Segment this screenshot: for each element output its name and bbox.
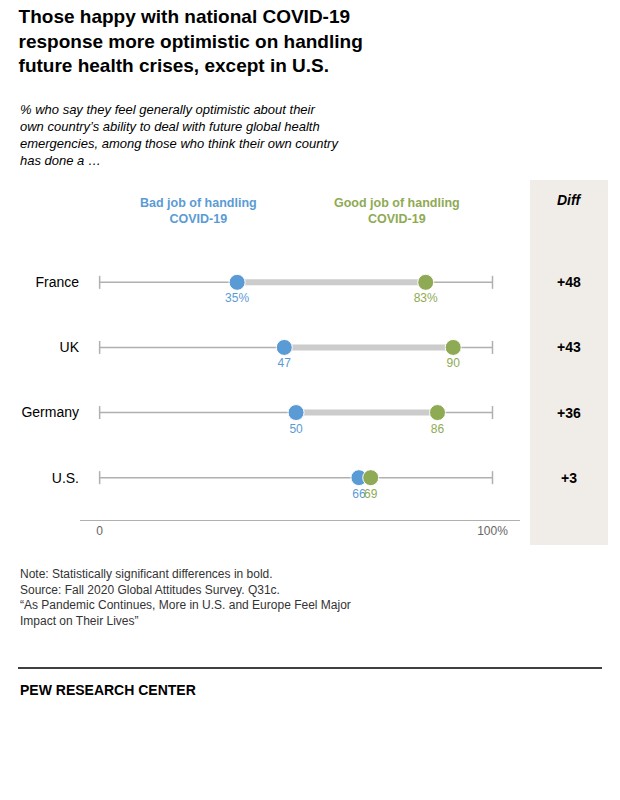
svg-text:% who say they feel generally: % who say they feel generally optimistic… (20, 102, 339, 168)
svg-text:Germany: Germany (21, 404, 79, 420)
svg-text:83%: 83% (414, 291, 438, 305)
svg-text:Bad job of handlingCOVID-19: Bad job of handlingCOVID-19 (140, 196, 257, 226)
svg-text:+48: +48 (557, 274, 581, 290)
svg-text:PEW RESEARCH CENTER: PEW RESEARCH CENTER (20, 682, 196, 698)
svg-text:+43: +43 (557, 339, 581, 355)
svg-text:Good job of handlingCOVID-19: Good job of handlingCOVID-19 (334, 196, 460, 226)
svg-text:France: France (35, 274, 79, 290)
svg-text:90: 90 (447, 356, 461, 370)
svg-text:+3: +3 (561, 470, 577, 486)
svg-text:50: 50 (289, 422, 303, 436)
svg-text:47: 47 (278, 356, 292, 370)
svg-text:UK: UK (60, 339, 80, 355)
svg-text:86: 86 (431, 422, 445, 436)
svg-text:U.S.: U.S. (52, 470, 79, 486)
svg-text:0: 0 (96, 524, 103, 538)
svg-text:Those happy with national COVI: Those happy with national COVID-19respon… (19, 6, 363, 76)
svg-text:100%: 100% (477, 524, 508, 538)
svg-text:Note: Statistically significan: Note: Statistically significant differen… (20, 567, 351, 628)
svg-text:Diff: Diff (557, 192, 581, 208)
svg-text:+36: +36 (557, 405, 581, 421)
svg-text:69: 69 (364, 487, 378, 501)
svg-text:35%: 35% (225, 291, 249, 305)
svg-text:66: 66 (352, 487, 366, 501)
